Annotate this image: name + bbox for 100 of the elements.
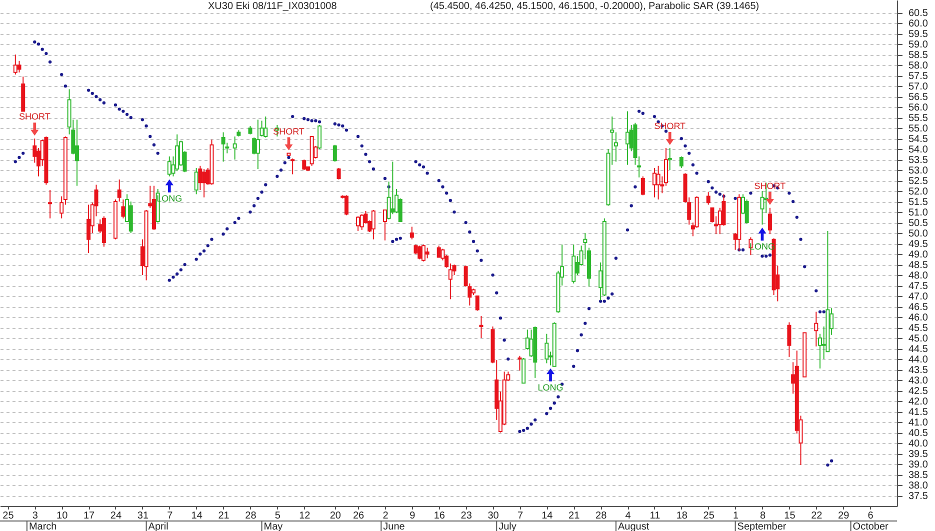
- x-tick-label: 25: [703, 510, 715, 522]
- y-tick-label: 56.0: [908, 102, 928, 114]
- y-tick-label: 52.0: [908, 186, 928, 198]
- candlestick: [17, 60, 22, 73]
- x-tick-label: 6: [868, 510, 874, 522]
- y-tick-label: 51.5: [908, 197, 928, 208]
- candlestick: [410, 226, 414, 240]
- candlestick: [626, 110, 630, 166]
- candlestick: [194, 167, 198, 195]
- y-tick-label: 52.5: [908, 176, 928, 188]
- y-tick-label: 46.5: [908, 302, 928, 314]
- candlestick: [290, 158, 295, 175]
- candlestick: [479, 315, 484, 339]
- y-tick-label: 40.0: [908, 438, 928, 450]
- text: June: [383, 522, 406, 531]
- chart-title: XU30 Eki 08/11F_IX0301008: [208, 1, 338, 12]
- candlestick: [167, 156, 172, 177]
- candlestick: [232, 136, 237, 160]
- y-tick-label: 49.0: [908, 250, 928, 261]
- annotation: SHORT: [18, 112, 51, 122]
- y-tick-label: 58.0: [908, 60, 928, 72]
- x-tick-label: 15: [784, 510, 796, 522]
- y-tick-label: 40.5: [908, 428, 928, 440]
- y-tick-label: 38.5: [908, 470, 928, 482]
- y-tick-label: 46.0: [908, 312, 928, 324]
- y-tick-label: 39.0: [908, 460, 928, 471]
- candlestick: [264, 116, 268, 138]
- x-tick-label: 29: [838, 510, 850, 522]
- y-tick-label: 49.5: [908, 239, 928, 250]
- x-tick-label: 28: [596, 510, 608, 522]
- y-tick-label: 37.5: [908, 491, 928, 502]
- annotation: SHORT: [654, 121, 686, 132]
- candlestick: [814, 311, 818, 347]
- y-tick-label: 54.5: [908, 134, 928, 146]
- candlestick: [425, 247, 430, 259]
- y-tick-label: 60.5: [908, 8, 928, 20]
- candlestick: [13, 54, 18, 76]
- candlestick: [256, 119, 260, 170]
- y-tick-label: 45.0: [908, 334, 928, 345]
- candlestick: [74, 119, 79, 186]
- x-tick-label: 21: [218, 510, 230, 522]
- x-tick-label: 22: [811, 510, 823, 522]
- candlestick: [656, 165, 660, 200]
- y-tick-label: 38.0: [908, 480, 928, 492]
- y-tick-label: 43.5: [908, 365, 928, 376]
- candlestick: [121, 198, 126, 219]
- chart-subtitle: (45.4500, 46.4250, 45.1500, 46.1500, -0.20000), Parabolic SAR (39.1465): [430, 1, 760, 12]
- y-tick-label: 53.0: [908, 166, 928, 177]
- candlestick: [760, 190, 764, 226]
- x-tick-label: 14: [542, 510, 554, 522]
- candlestick: [332, 144, 337, 162]
- candlestick: [706, 192, 710, 206]
- y-tick-label: 47.0: [908, 292, 928, 303]
- y-tick-label: 53.5: [908, 155, 928, 166]
- y-tick-label: 41.0: [908, 418, 928, 429]
- y-tick-label: 44.5: [908, 344, 928, 356]
- y-tick-label: 59.5: [908, 29, 928, 40]
- candlestick: [679, 156, 684, 168]
- y-tick-label: 47.5: [908, 281, 928, 292]
- y-tick-label: 57.5: [908, 71, 928, 82]
- x-tick-label: 3: [32, 510, 38, 522]
- x-tick-label: 20: [330, 510, 342, 522]
- y-tick-label: 44.0: [908, 354, 928, 366]
- text: October: [852, 522, 890, 531]
- x-tick-label: 23: [460, 510, 472, 522]
- y-tick-label: 48.5: [908, 260, 928, 272]
- text: March: [28, 522, 57, 531]
- x-tick-label: 7: [517, 510, 524, 522]
- x-tick-label: 28: [245, 510, 257, 522]
- candlestick: [202, 168, 206, 198]
- y-tick-label: 55.0: [908, 124, 928, 135]
- y-tick-label: 48.0: [908, 270, 928, 282]
- y-tick-label: 50.0: [908, 228, 928, 240]
- x-tick-label: 5: [274, 510, 281, 522]
- x-tick-label: 1: [733, 510, 740, 522]
- candlestick: [302, 159, 306, 171]
- y-tick-label: 50.5: [908, 218, 928, 230]
- x-tick-label: 31: [137, 510, 149, 522]
- candlestick: [640, 176, 645, 196]
- candlestick: [421, 244, 426, 262]
- y-tick-label: 54.0: [908, 144, 928, 156]
- y-tick-label: 39.5: [908, 449, 928, 460]
- y-tick-label: 42.0: [908, 396, 928, 408]
- x-tick-label: 12: [299, 510, 311, 522]
- x-tick-label: 4: [625, 510, 632, 522]
- x-tick-label: 7: [167, 510, 174, 522]
- candlestick: [768, 207, 772, 235]
- x-tick-label: 24: [110, 510, 122, 522]
- x-tick-label: 25: [2, 510, 14, 522]
- x-tick-label: 30: [488, 510, 500, 522]
- y-tick-label: 58.5: [908, 50, 928, 62]
- candlestick: [652, 167, 656, 198]
- x-tick-label: 11: [650, 510, 661, 522]
- x-tick-label: 18: [676, 510, 688, 522]
- candlestick: [475, 296, 480, 312]
- x-tick-label: 16: [434, 510, 446, 522]
- y-tick-label: 55.5: [908, 113, 928, 124]
- x-tick-label: 26: [352, 510, 365, 522]
- x-tick-label: 10: [56, 510, 68, 522]
- y-tick-label: 41.5: [908, 407, 928, 418]
